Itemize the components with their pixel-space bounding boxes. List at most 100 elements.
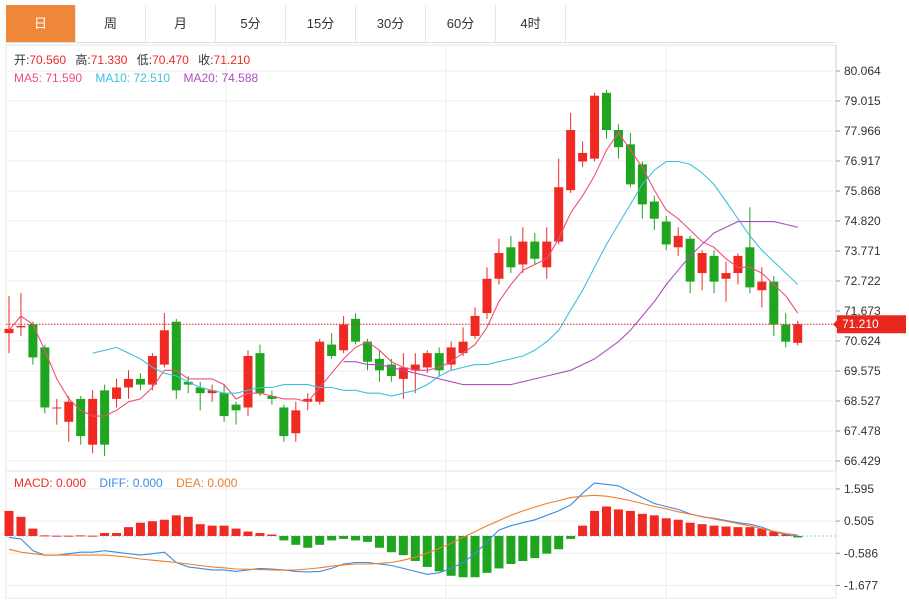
macd-bar <box>446 535 456 576</box>
macd-bar <box>76 535 86 537</box>
candle <box>315 338 325 405</box>
candle <box>733 253 743 285</box>
tab-60min[interactable]: 60分 <box>426 5 496 42</box>
candle-body <box>159 330 169 365</box>
candle-body <box>339 324 349 351</box>
diff-label: DIFF: <box>99 476 132 490</box>
candle <box>88 390 98 454</box>
ma5-value: 71.590 <box>45 71 82 85</box>
macd-bar <box>40 535 50 537</box>
candle <box>649 195 659 231</box>
candle <box>40 344 50 414</box>
candle <box>422 350 432 374</box>
diff-line <box>8 482 798 575</box>
macd-grid-lines <box>5 470 837 599</box>
low-value: 70.470 <box>152 53 189 67</box>
candle <box>124 370 133 399</box>
candle <box>757 267 767 308</box>
candle <box>64 396 74 442</box>
candle <box>100 384 110 457</box>
candle-body <box>243 355 253 408</box>
macd-bar <box>709 525 719 536</box>
candle-body <box>28 324 38 358</box>
tab-day[interactable]: 日 <box>6 5 76 42</box>
macd-y-tick-label: 1.595 <box>844 482 874 496</box>
macd-bar <box>721 526 731 536</box>
candle-body <box>4 328 14 334</box>
candle <box>542 227 552 279</box>
ma10-label: MA10: <box>95 71 133 85</box>
y-tick-label: 66.429 <box>844 454 881 468</box>
candle-body <box>793 324 803 343</box>
macd-bar <box>410 535 420 562</box>
candle <box>697 250 707 291</box>
candle-body <box>757 281 767 291</box>
macd-bar <box>255 533 265 536</box>
tab-month[interactable]: 月 <box>146 5 216 42</box>
macd-bar <box>613 509 623 536</box>
tab-5min[interactable]: 5分 <box>216 5 286 42</box>
candle-body <box>709 255 719 282</box>
candle <box>745 207 755 294</box>
candle <box>267 390 277 405</box>
macd-bar <box>422 535 432 567</box>
y-tick-label: 67.478 <box>844 424 881 438</box>
y-tick-label: 75.868 <box>844 184 881 198</box>
candle-body <box>602 92 611 131</box>
candle <box>291 401 301 442</box>
ma20-label: MA20: <box>183 71 221 85</box>
macd-bar <box>470 535 480 578</box>
dea-line <box>8 494 798 571</box>
candle <box>793 320 803 346</box>
candle-body <box>554 187 564 242</box>
macd-bar <box>291 535 301 545</box>
candle <box>52 398 62 425</box>
close-label: 收: <box>198 53 213 67</box>
moving-average-lines <box>8 131 799 417</box>
macd-bar <box>147 521 157 536</box>
macd-y-tick-label: -0.586 <box>844 546 878 560</box>
candle-body <box>697 253 707 274</box>
tab-30min[interactable]: 30分 <box>356 5 426 42</box>
ma5-line <box>8 131 799 417</box>
macd-bar <box>28 528 38 536</box>
macd-bar <box>554 535 564 550</box>
macd-bar <box>279 535 289 541</box>
macd-bar <box>112 533 122 536</box>
macd-bar <box>566 535 576 539</box>
candle <box>219 384 229 422</box>
ma20-line <box>343 221 798 386</box>
candle <box>566 112 576 193</box>
high-value: 71.330 <box>91 53 128 67</box>
tab-4hour[interactable]: 4时 <box>496 5 566 42</box>
candle-body <box>781 324 791 342</box>
candle <box>494 238 504 285</box>
candle <box>530 233 540 265</box>
candle-body <box>40 347 50 408</box>
macd-bar <box>386 535 396 553</box>
price-tag-pointer <box>833 320 837 329</box>
candle-body <box>183 381 193 385</box>
candle <box>434 347 444 377</box>
candle-body <box>291 410 301 434</box>
y-tick-label: 69.575 <box>844 364 881 378</box>
macd-bar <box>506 535 516 564</box>
tab-15min[interactable]: 15分 <box>286 5 356 42</box>
candle-body <box>100 390 110 445</box>
macd-bar <box>327 535 337 541</box>
close-value: 71.210 <box>214 53 251 67</box>
macd-bar <box>769 531 779 536</box>
candle-body <box>64 401 74 422</box>
candle <box>398 353 408 399</box>
candle-body <box>685 238 695 282</box>
y-tick-label: 80.064 <box>844 64 881 78</box>
macd-bar <box>661 518 671 536</box>
tab-week[interactable]: 周 <box>76 5 146 42</box>
macd-bar <box>363 535 372 542</box>
ma10-line <box>92 160 799 397</box>
macd-bar <box>482 535 492 573</box>
candle-body <box>506 247 516 268</box>
dea-value: 0.000 <box>207 476 237 490</box>
